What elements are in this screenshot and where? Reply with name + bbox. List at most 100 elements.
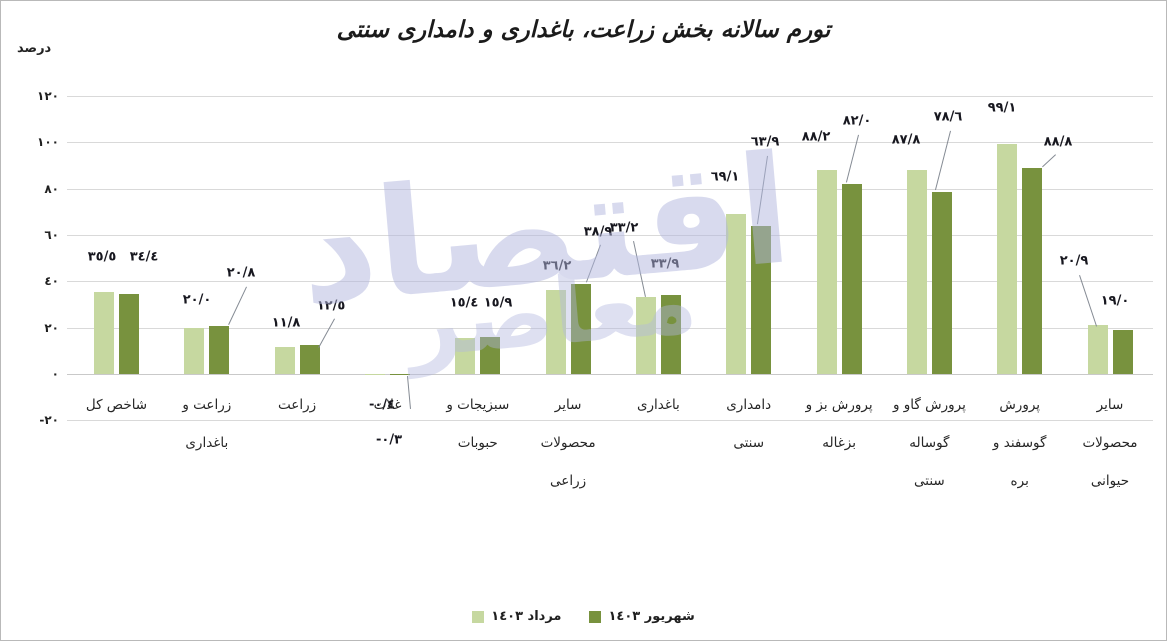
bar-light — [997, 144, 1018, 374]
value-label: ٣٣/٩ — [650, 256, 680, 272]
bar-light — [545, 289, 566, 374]
value-label: ٦٣/٩ — [750, 134, 780, 150]
value-label: -٠/٤ — [368, 397, 396, 413]
category-label-line: پرورش بز و — [805, 397, 873, 413]
category-label-line: بزغاله — [822, 435, 856, 451]
bar-light — [906, 170, 927, 374]
bar-light — [816, 169, 837, 374]
y-tick-label-0: ٠ — [51, 366, 59, 381]
value-label: ٢٠/٨ — [226, 265, 256, 281]
bar-dark — [660, 295, 681, 374]
bar-light — [726, 213, 747, 374]
label-leader-line — [1079, 275, 1097, 327]
bar-dark — [931, 191, 952, 374]
value-label: ٨٢/٠ — [842, 113, 872, 129]
value-label: ٢٠/٠ — [182, 292, 212, 308]
bar-dark — [1112, 329, 1133, 374]
value-label: ١١/٨ — [271, 315, 301, 331]
category-label-line: گوساله — [909, 435, 950, 451]
value-label: ١٩/٠ — [1100, 293, 1130, 309]
bar-light — [184, 327, 205, 374]
bar-light — [455, 338, 476, 374]
category-label-line: پرورش گاو و — [892, 397, 966, 413]
legend-swatch-dark — [589, 610, 602, 623]
category-label-line: سبزیجات و — [446, 397, 510, 413]
value-label: ٣٦/٢ — [542, 258, 572, 274]
category-label-line: گوسفند و — [992, 435, 1047, 451]
bar-dark — [209, 325, 230, 374]
category-label-line: محصولات — [540, 435, 596, 451]
value-label: ٧٨/٦ — [933, 109, 963, 125]
label-leader-line — [318, 318, 335, 348]
bar-dark — [390, 373, 410, 375]
value-label: ٢٠/٩ — [1059, 253, 1089, 269]
category-label-line: دامداری — [726, 397, 772, 413]
y-gridline-80 — [67, 188, 1153, 190]
y-tick-label-20: ٢٠ — [44, 320, 59, 335]
bar-dark — [841, 183, 862, 374]
y-tick-label-80: ٨٠ — [44, 181, 59, 196]
y-tick-label-100: ١٠٠ — [37, 135, 59, 150]
legend-label-mordad: مرداد ١٤٠٣ — [491, 609, 562, 624]
value-label: ١٥/٤ — [449, 295, 479, 311]
bar-dark — [480, 337, 501, 374]
category-label-line: پرورش — [999, 397, 1041, 413]
value-label: ٣٨/٩ — [583, 224, 613, 240]
label-leader-line — [228, 286, 247, 325]
label-leader-line — [586, 244, 601, 283]
y-gridline-100 — [67, 142, 1153, 144]
y-tick-label-40: ٤٠ — [44, 274, 59, 289]
category-label-line: حیوانی — [1090, 473, 1130, 489]
bar-light — [274, 346, 295, 374]
value-label: ٦٩/١ — [710, 169, 740, 185]
value-label: ٣٤/٤ — [129, 249, 159, 265]
bar-light — [365, 373, 385, 375]
legend-item-mordad: مرداد ١٤٠٣ — [472, 609, 561, 624]
bar-light — [94, 291, 114, 374]
legend-swatch-light — [472, 610, 485, 623]
category-label-line: سایر — [1096, 397, 1124, 413]
bar-light — [635, 296, 656, 374]
value-label: ٣٥/٥ — [87, 249, 117, 265]
category-label-line: محصولات — [1082, 435, 1138, 451]
y-axis-unit-label: درصد — [17, 41, 52, 56]
y-tick-label--20: -٢٠ — [39, 413, 59, 428]
category-label-line: شاخص کل — [85, 397, 148, 413]
value-label: ٩٩/١ — [987, 100, 1017, 116]
category-label-line: سایر — [554, 397, 582, 413]
label-leader-line — [633, 241, 647, 298]
y-gridline--20 — [67, 420, 1153, 422]
bar-light — [1087, 325, 1108, 374]
legend: مرداد ١٤٠٣ شهریور ١٤٠٣ — [1, 609, 1166, 624]
bar-dark — [119, 294, 139, 374]
y-gridline-120 — [67, 95, 1153, 97]
value-label: ٣٣/٢ — [609, 220, 639, 236]
value-label: ١٢/٥ — [316, 298, 346, 314]
y-gridline-60 — [67, 234, 1153, 236]
category-label-line: غلات — [373, 397, 402, 413]
y-gridline-40 — [67, 281, 1153, 283]
value-label: ٨٨/٢ — [801, 129, 831, 145]
legend-item-shahrivar: شهریور ١٤٠٣ — [589, 609, 695, 624]
value-label: ٨٧/٨ — [891, 132, 921, 148]
legend-label-shahrivar: شهریور ١٤٠٣ — [608, 609, 695, 624]
y-tick-label-60: ٦٠ — [44, 227, 59, 242]
bar-dark — [570, 283, 591, 374]
category-label-line: زراعت و — [182, 397, 232, 413]
label-leader-line — [756, 155, 768, 224]
value-label: ٨٨/٨ — [1043, 134, 1073, 150]
y-tick-label-120: ١٢٠ — [37, 88, 59, 103]
bar-dark — [299, 344, 320, 374]
bar-dark — [1022, 168, 1043, 374]
label-leader-line — [1042, 154, 1056, 167]
category-label-line: باغداری — [636, 397, 680, 413]
bar-dark — [751, 225, 772, 374]
y-gridline-20 — [67, 327, 1153, 329]
category-label-line: سنتی — [733, 435, 765, 451]
category-label-line: باغداری — [185, 435, 229, 451]
category-label-line: بره — [1010, 473, 1029, 489]
category-label-line: سنتی — [914, 473, 945, 489]
category-label-line: زراعی — [550, 473, 587, 489]
chart-title: تورم سالانه بخش زراعت، باغداری و دامداری… — [336, 17, 831, 43]
